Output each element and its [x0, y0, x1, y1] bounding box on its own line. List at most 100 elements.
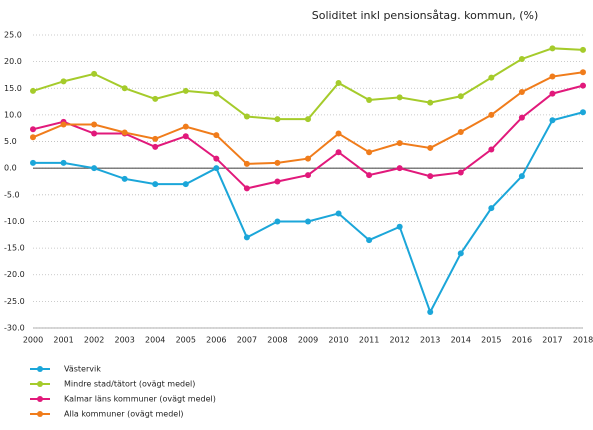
y-tick-label: -15.0	[4, 244, 25, 253]
point	[305, 172, 311, 179]
point	[427, 173, 434, 180]
point	[182, 181, 189, 188]
point	[30, 134, 36, 141]
x-tick-label: 2001	[53, 336, 73, 345]
point	[243, 113, 250, 120]
point	[580, 109, 586, 116]
chart-title: Soliditet inkl pensionsåtag. kommun, (%)	[312, 9, 539, 22]
point	[335, 149, 342, 156]
series-line	[33, 111, 584, 315]
x-tick-label: 2016	[512, 336, 532, 345]
point	[549, 45, 556, 52]
legend-label: Mindre stad/tätort (ovägt medel)	[64, 380, 195, 389]
point	[457, 93, 464, 100]
point	[335, 130, 342, 137]
point	[549, 117, 556, 124]
point	[488, 146, 495, 153]
point	[549, 73, 556, 80]
x-tick-label: 2006	[206, 336, 226, 345]
point	[366, 149, 373, 156]
point	[121, 175, 128, 182]
point	[91, 70, 98, 77]
point	[152, 95, 159, 102]
point	[427, 309, 434, 316]
point	[518, 89, 525, 96]
point	[30, 159, 36, 166]
point	[427, 99, 434, 106]
point	[91, 130, 98, 137]
y-tick-label: 10.0	[4, 110, 22, 119]
point	[457, 250, 464, 257]
x-tick-label: 2007	[237, 336, 257, 345]
x-tick-label: 2010	[328, 336, 348, 345]
y-tick-label: -20.0	[4, 270, 25, 279]
point	[274, 218, 281, 225]
point	[396, 140, 403, 147]
point	[366, 172, 373, 179]
point	[121, 129, 128, 136]
point	[457, 169, 464, 176]
point	[457, 128, 464, 135]
point	[488, 111, 495, 118]
y-tick-label: 25.0	[4, 31, 22, 40]
point	[60, 159, 67, 166]
x-tick-label: 2015	[481, 336, 501, 345]
point	[274, 159, 281, 166]
point	[213, 155, 220, 162]
point	[121, 85, 128, 92]
point	[488, 74, 495, 81]
point	[213, 90, 220, 97]
point	[488, 205, 495, 212]
point	[518, 55, 525, 62]
point	[274, 178, 281, 185]
point	[30, 126, 36, 133]
x-tick-label: 2012	[389, 336, 409, 345]
point	[213, 165, 220, 172]
point	[549, 90, 556, 97]
x-tick-label: 2008	[267, 336, 287, 345]
point	[182, 123, 189, 130]
point	[274, 116, 281, 123]
point	[518, 173, 525, 180]
point	[152, 143, 159, 150]
point	[182, 133, 189, 140]
point	[580, 82, 586, 89]
point	[518, 114, 525, 121]
legend-marker	[37, 411, 43, 417]
point	[152, 181, 159, 188]
point	[580, 46, 586, 53]
x-tick-label: 2017	[542, 336, 562, 345]
y-tick-label: -25.0	[4, 297, 25, 306]
x-tick-label: 2018	[573, 336, 593, 345]
point	[213, 132, 220, 139]
legend-marker	[37, 366, 43, 372]
y-tick-label: 20.0	[4, 57, 22, 66]
legend-label: Kalmar läns kommuner (ovägt medel)	[64, 395, 216, 404]
x-tick-label: 2011	[359, 336, 379, 345]
x-tick-label: 2000	[23, 336, 43, 345]
y-tick-label: 5.0	[4, 137, 17, 146]
point	[580, 69, 586, 76]
point	[335, 210, 342, 217]
point	[305, 116, 311, 123]
point	[60, 121, 67, 128]
point	[243, 234, 250, 241]
x-tick-label: 2014	[451, 336, 471, 345]
x-tick-label: 2004	[145, 336, 165, 345]
point	[305, 218, 311, 225]
point	[366, 237, 373, 244]
x-tick-label: 2009	[298, 336, 318, 345]
point	[243, 160, 250, 167]
point	[396, 165, 403, 172]
y-tick-label: -30.0	[4, 324, 25, 333]
point	[335, 79, 342, 86]
legend-label: Alla kommuner (ovägt medel)	[64, 410, 184, 419]
legend-label: Västervik	[64, 365, 101, 374]
legend-marker	[37, 381, 43, 387]
point	[182, 87, 189, 94]
point	[243, 185, 250, 192]
x-tick-label: 2003	[114, 336, 134, 345]
y-tick-label: -5.0	[4, 190, 20, 199]
y-tick-label: 0.0	[4, 164, 17, 173]
